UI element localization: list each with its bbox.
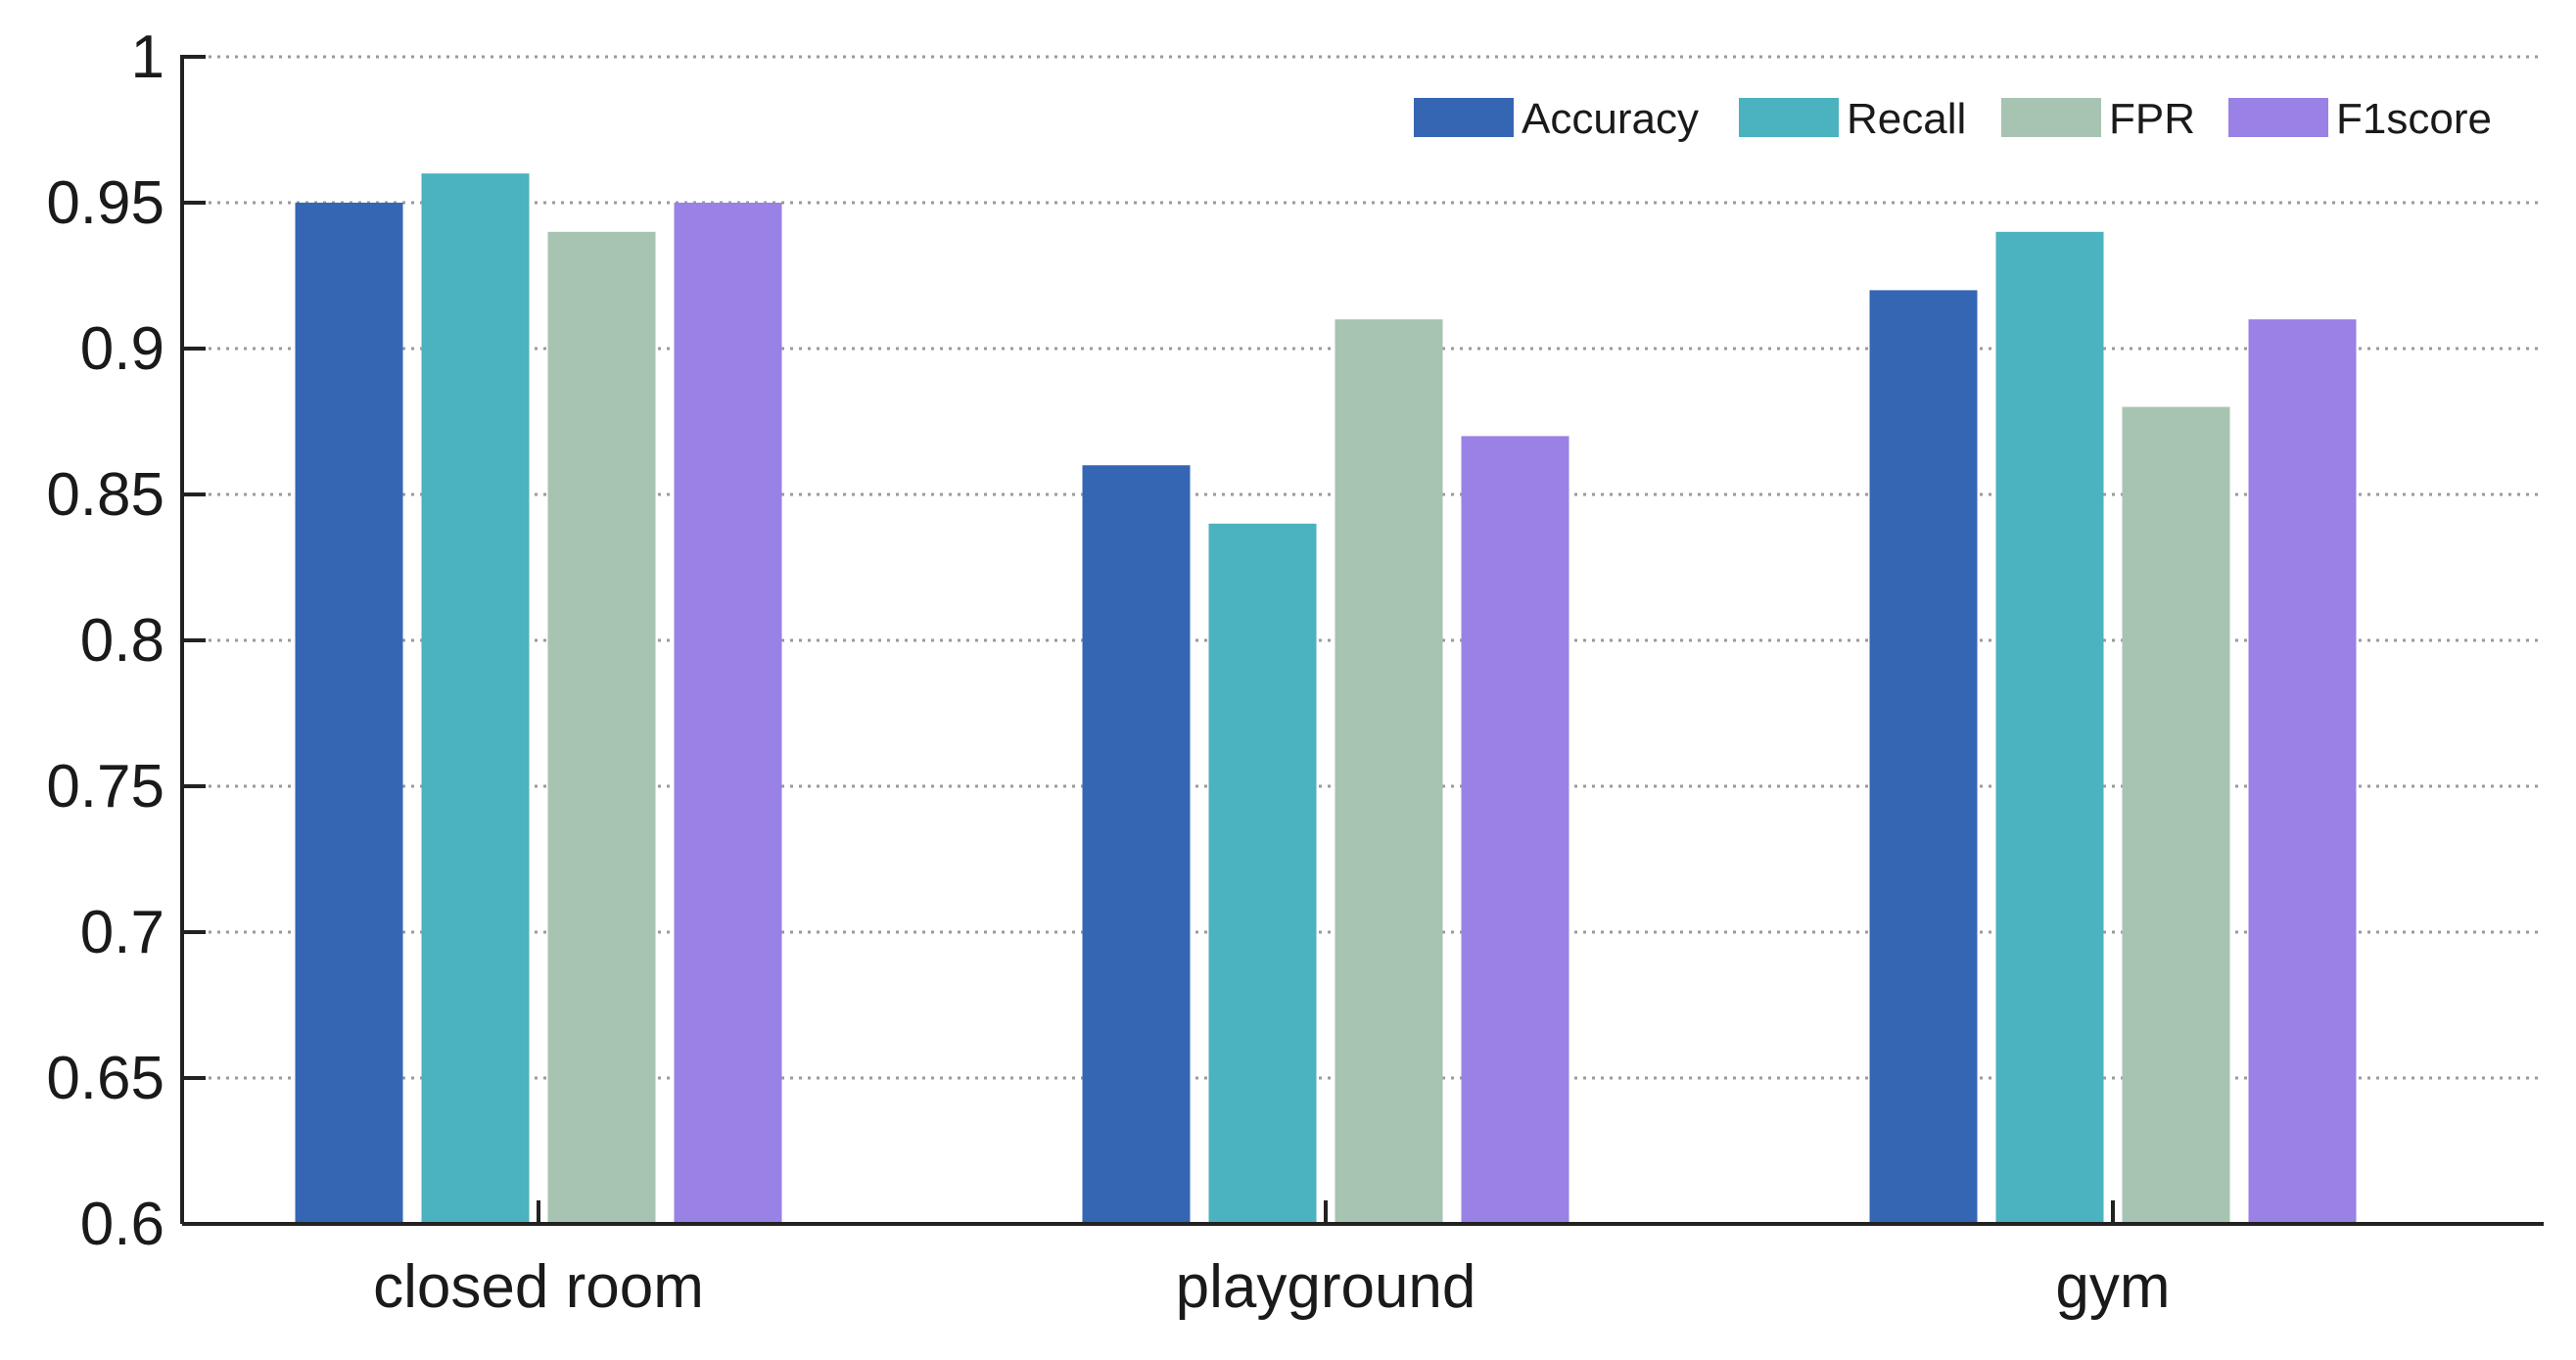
bar-recall-playground [1208, 523, 1317, 1224]
y-tick-label: 0.9 [80, 315, 164, 383]
bar-accuracy-playground [1082, 465, 1191, 1224]
bar-recall-closed-room [421, 173, 530, 1225]
bar-fpr-playground [1335, 319, 1443, 1224]
axes [180, 55, 2544, 1226]
bar-recall-gym [1995, 231, 2104, 1225]
y-tick-label: 0.85 [46, 461, 164, 529]
y-tick-label: 1 [131, 23, 164, 91]
legend-swatch-f1score [2228, 98, 2328, 137]
legend-swatch-accuracy [1414, 98, 1514, 137]
bar-f1score-playground [1461, 436, 1569, 1224]
y-tick-label: 0.6 [80, 1191, 164, 1258]
y-tick-label: 0.75 [46, 753, 164, 821]
y-tick-label: 0.8 [80, 607, 164, 675]
legend: Accuracy Recall FPR F1score [1414, 95, 2492, 143]
tick-labels: 0.6 0.65 0.7 0.75 0.8 0.85 0.9 0.95 1 closed room… [46, 23, 2170, 1321]
x-category-label: playground [1176, 1253, 1476, 1321]
legend-label-fpr: FPR [2109, 95, 2195, 143]
legend-label-accuracy: Accuracy [1522, 95, 1699, 143]
bar-fpr-gym [2122, 406, 2230, 1225]
legend-label-f1score: F1score [2336, 95, 2492, 143]
legend-swatch-recall [1739, 98, 1839, 137]
bar-accuracy-closed-room [295, 203, 403, 1224]
legend-label-recall: Recall [1847, 95, 1966, 143]
legend-swatch-fpr [2001, 98, 2101, 137]
y-tick-label: 0.7 [80, 899, 164, 966]
x-category-label: gym [2055, 1253, 2170, 1321]
bar-f1score-closed-room [674, 203, 782, 1224]
y-tick-label: 0.65 [46, 1045, 164, 1112]
bars [295, 173, 2357, 1225]
bar-f1score-gym [2248, 319, 2357, 1224]
bar-accuracy-gym [1869, 290, 1978, 1224]
x-category-label: closed room [373, 1253, 704, 1321]
y-tick-label: 0.95 [46, 169, 164, 237]
bar-fpr-closed-room [547, 231, 656, 1225]
